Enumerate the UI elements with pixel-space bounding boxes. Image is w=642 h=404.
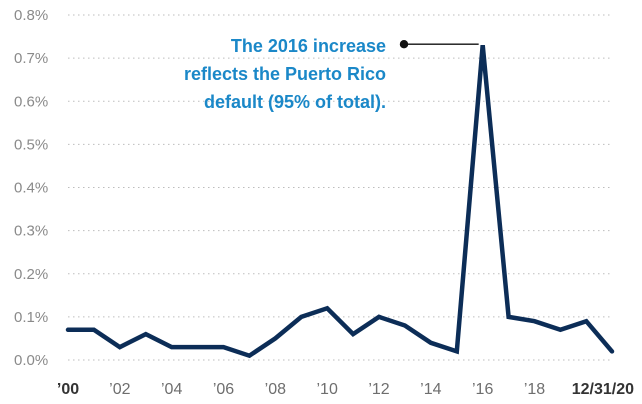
x-tick-label: ’08	[265, 381, 286, 398]
annotation-text-line: default (95% of total).	[204, 92, 386, 112]
annotation-text-line: The 2016 increase	[231, 36, 386, 56]
y-axis-labels: 0.0% 0.1% 0.2% 0.3% 0.4% 0.5% 0.6% 0.7% 0.8%	[14, 7, 48, 369]
y-tick-label: 0.6%	[14, 93, 48, 110]
x-tick-label: ’06	[213, 381, 234, 398]
annotation: The 2016 increase reflects the Puerto Ric…	[184, 36, 479, 112]
x-tick-label: ’14	[420, 381, 441, 398]
x-axis-labels: ’00 ’02 ’04 ’06 ’08 ’10 ’12 ’14 ’16 ’18 12/31/20	[57, 381, 634, 398]
x-tick-label: ’04	[161, 381, 182, 398]
x-tick-label: ’10	[316, 381, 337, 398]
series-line	[65, 44, 615, 359]
annotation-text-line: reflects the Puerto Rico	[184, 64, 386, 84]
x-tick-label: ’00	[57, 381, 79, 398]
x-tick-label: ’02	[109, 381, 130, 398]
y-tick-label: 0.3%	[14, 223, 48, 240]
x-tick-label: ’12	[368, 381, 389, 398]
y-tick-label: 0.1%	[14, 309, 48, 326]
y-tick-label: 0.0%	[14, 352, 48, 369]
x-tick-label: ’18	[524, 381, 545, 398]
y-tick-label: 0.7%	[14, 50, 48, 67]
y-tick-label: 0.5%	[14, 136, 48, 153]
y-tick-label: 0.4%	[14, 180, 48, 197]
annotation-dot	[399, 39, 409, 49]
x-tick-label: ’16	[472, 381, 493, 398]
series-lines	[65, 44, 615, 359]
gridlines	[68, 14, 612, 361]
y-tick-label: 0.2%	[14, 266, 48, 283]
y-tick-label: 0.8%	[14, 7, 48, 24]
x-tick-label: 12/31/20	[572, 381, 634, 398]
